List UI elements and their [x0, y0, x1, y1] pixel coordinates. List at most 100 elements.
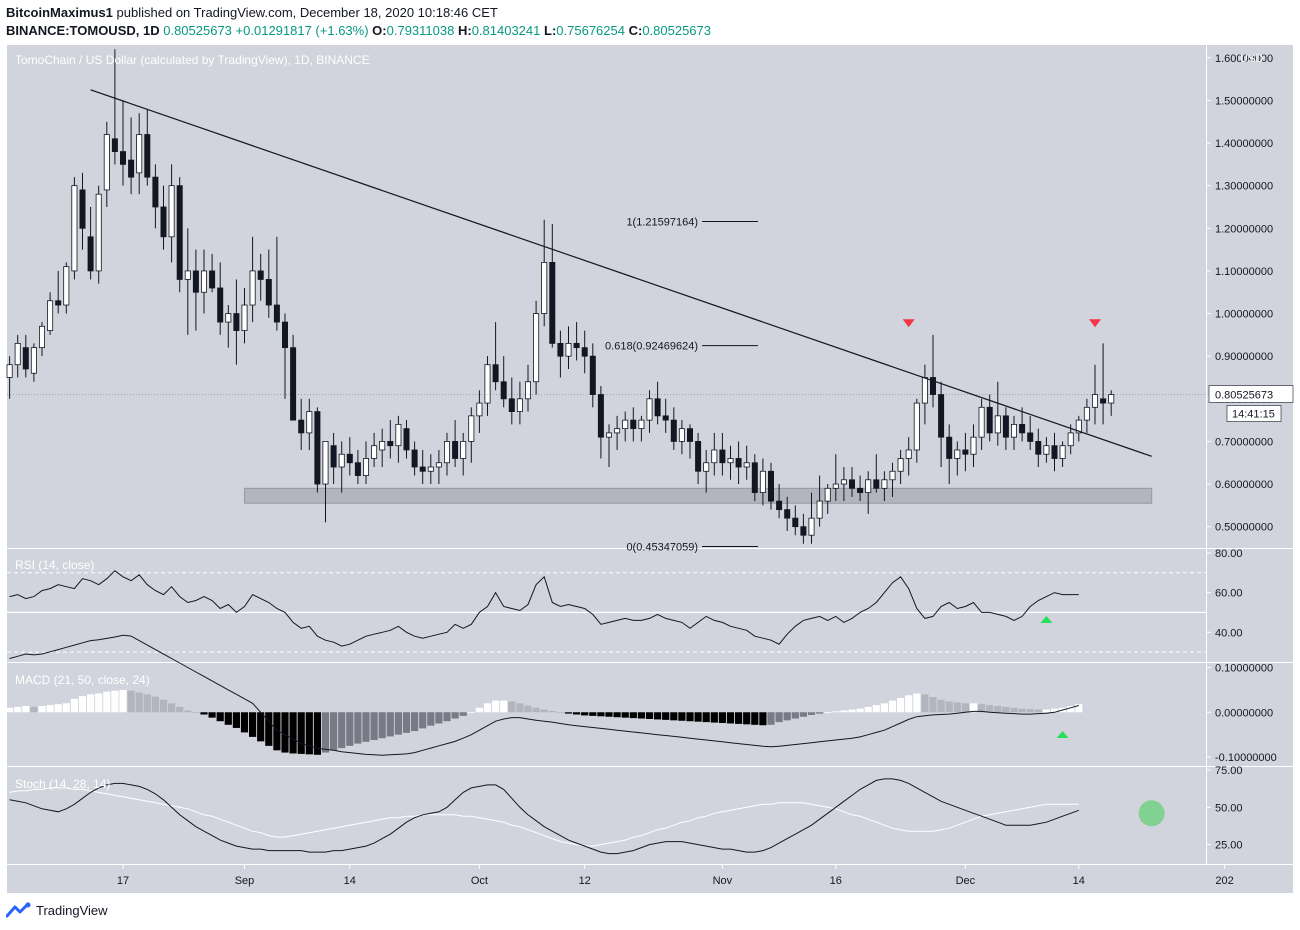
candle-up — [14, 342, 21, 366]
macd-histogram-bar — [330, 712, 338, 751]
macd-histogram-bar — [573, 712, 581, 715]
macd-histogram-bar — [548, 710, 556, 713]
macd-histogram-bar — [370, 712, 378, 741]
macd-histogram-bar — [662, 712, 670, 720]
candle-down — [946, 436, 953, 459]
author-name[interactable]: BitcoinMaximus1 — [6, 5, 113, 20]
candle-up — [1092, 394, 1099, 408]
candle-down — [573, 342, 580, 349]
candle-down — [192, 270, 199, 293]
macd-histogram-bar — [443, 712, 451, 722]
candle-down — [346, 453, 353, 464]
macd-histogram-bar — [1034, 709, 1042, 713]
candle-down — [557, 342, 564, 357]
macd-histogram-bar — [872, 705, 880, 713]
macd-histogram-bar — [216, 712, 224, 722]
macd-histogram-bar — [394, 712, 402, 735]
rsi-pane[interactable]: 40.00 60.00 80.00 — [7, 548, 1243, 653]
candle-up — [338, 453, 345, 468]
time-tick-label: 17 — [117, 875, 129, 887]
candle-up — [1108, 394, 1115, 404]
stoch-tick-label: 50.00 — [1215, 802, 1243, 814]
macd-histogram-bar — [475, 707, 483, 713]
candle-down — [500, 381, 507, 400]
candle-up — [322, 441, 329, 485]
rsi-pane-bg — [7, 549, 1206, 662]
time-tick-label: Nov — [713, 875, 733, 887]
candle-up — [71, 185, 78, 272]
macd-histogram-bar — [726, 712, 735, 724]
macd-pane[interactable]: -0.10000000 0.00000000 0.10000000 — [6, 634, 1277, 764]
candle-down — [800, 526, 807, 536]
macd-histogram-bar — [597, 712, 605, 717]
candle-up — [1083, 406, 1090, 421]
support-zone — [244, 487, 1153, 504]
macd-histogram-bar — [654, 712, 662, 720]
macd-histogram-bar — [435, 712, 443, 724]
macd-histogram-bar — [192, 712, 200, 714]
candle-down — [930, 377, 937, 395]
candle-down — [79, 189, 86, 229]
candle-down — [120, 151, 127, 165]
price-axis-bg — [1207, 45, 1293, 864]
macd-histogram-bar — [1002, 706, 1010, 713]
stoch-pane[interactable]: 25.00 50.00 75.00 — [9, 765, 1243, 855]
open-value: 0.79311038 — [386, 23, 455, 38]
macd-histogram-bar — [986, 705, 994, 713]
candle-up — [516, 398, 523, 412]
candle-down — [589, 355, 596, 395]
footer-brand[interactable]: TradingView — [6, 902, 108, 918]
macd-histogram-bar — [807, 712, 816, 715]
fib-level-label: 0.618(0.92469624) — [605, 341, 698, 353]
candle-down — [87, 236, 94, 272]
macd-histogram-bar — [621, 712, 629, 718]
macd-histogram-bar — [605, 712, 613, 717]
high-value: 0.81403241 — [471, 23, 541, 38]
macd-histogram-bar — [678, 712, 686, 721]
macd-histogram-bar — [451, 712, 459, 719]
candle-up — [379, 441, 386, 451]
macd-histogram-bar — [564, 712, 573, 714]
macd-histogram-bar — [338, 712, 346, 749]
candle-up — [168, 185, 175, 238]
publish-line: BitcoinMaximus1 published on TradingView… — [6, 4, 711, 22]
candle-up — [362, 458, 369, 476]
macd-histogram-bar — [897, 697, 905, 713]
candle-down — [857, 487, 864, 493]
last-price-badge-label: 0.80525673 — [1215, 390, 1273, 402]
candle-down — [670, 419, 677, 442]
rsi-tick-label: 60.00 — [1215, 588, 1243, 600]
macd-tick-label: 0.00000000 — [1215, 707, 1273, 719]
time-axis[interactable]: 17 Sep 14 Oct 12 Nov 16 Dec 14 202 — [117, 865, 1234, 887]
candle-down — [176, 185, 183, 280]
last-price: 0.80525673 — [163, 23, 232, 38]
candle-down — [1051, 445, 1058, 459]
candle-down — [792, 517, 799, 528]
candle-down — [1100, 398, 1107, 404]
macd-histogram-bar — [78, 696, 87, 713]
macd-histogram-bar — [483, 703, 492, 713]
candle-up — [565, 342, 572, 357]
candle-up — [484, 364, 491, 404]
macd-histogram-bar — [864, 706, 872, 713]
candle-down — [354, 462, 361, 476]
descending-trendline — [90, 89, 1152, 457]
candle-up — [703, 462, 710, 472]
macd-histogram-bar — [556, 712, 564, 714]
candle-down — [160, 206, 167, 238]
macd-histogram-bar — [969, 703, 978, 713]
time-tick-label: Oct — [471, 875, 488, 887]
macd-histogram-bar — [710, 712, 718, 723]
low-value: 0.75676254 — [556, 23, 625, 38]
candle-down — [55, 300, 62, 306]
macd-histogram-bar — [354, 712, 362, 744]
time-tick-label: 202 — [1215, 875, 1233, 887]
price-pane[interactable]: 0.500000000.600000000.700000000.80000000… — [6, 49, 1294, 554]
candle-up — [865, 479, 872, 493]
fib-level-label: 0(0.45347059) — [626, 542, 698, 554]
macd-histogram-bar — [645, 712, 654, 719]
macd-histogram-bar — [994, 705, 1002, 713]
macd-histogram-bar — [832, 711, 840, 713]
candle-up — [881, 479, 888, 489]
